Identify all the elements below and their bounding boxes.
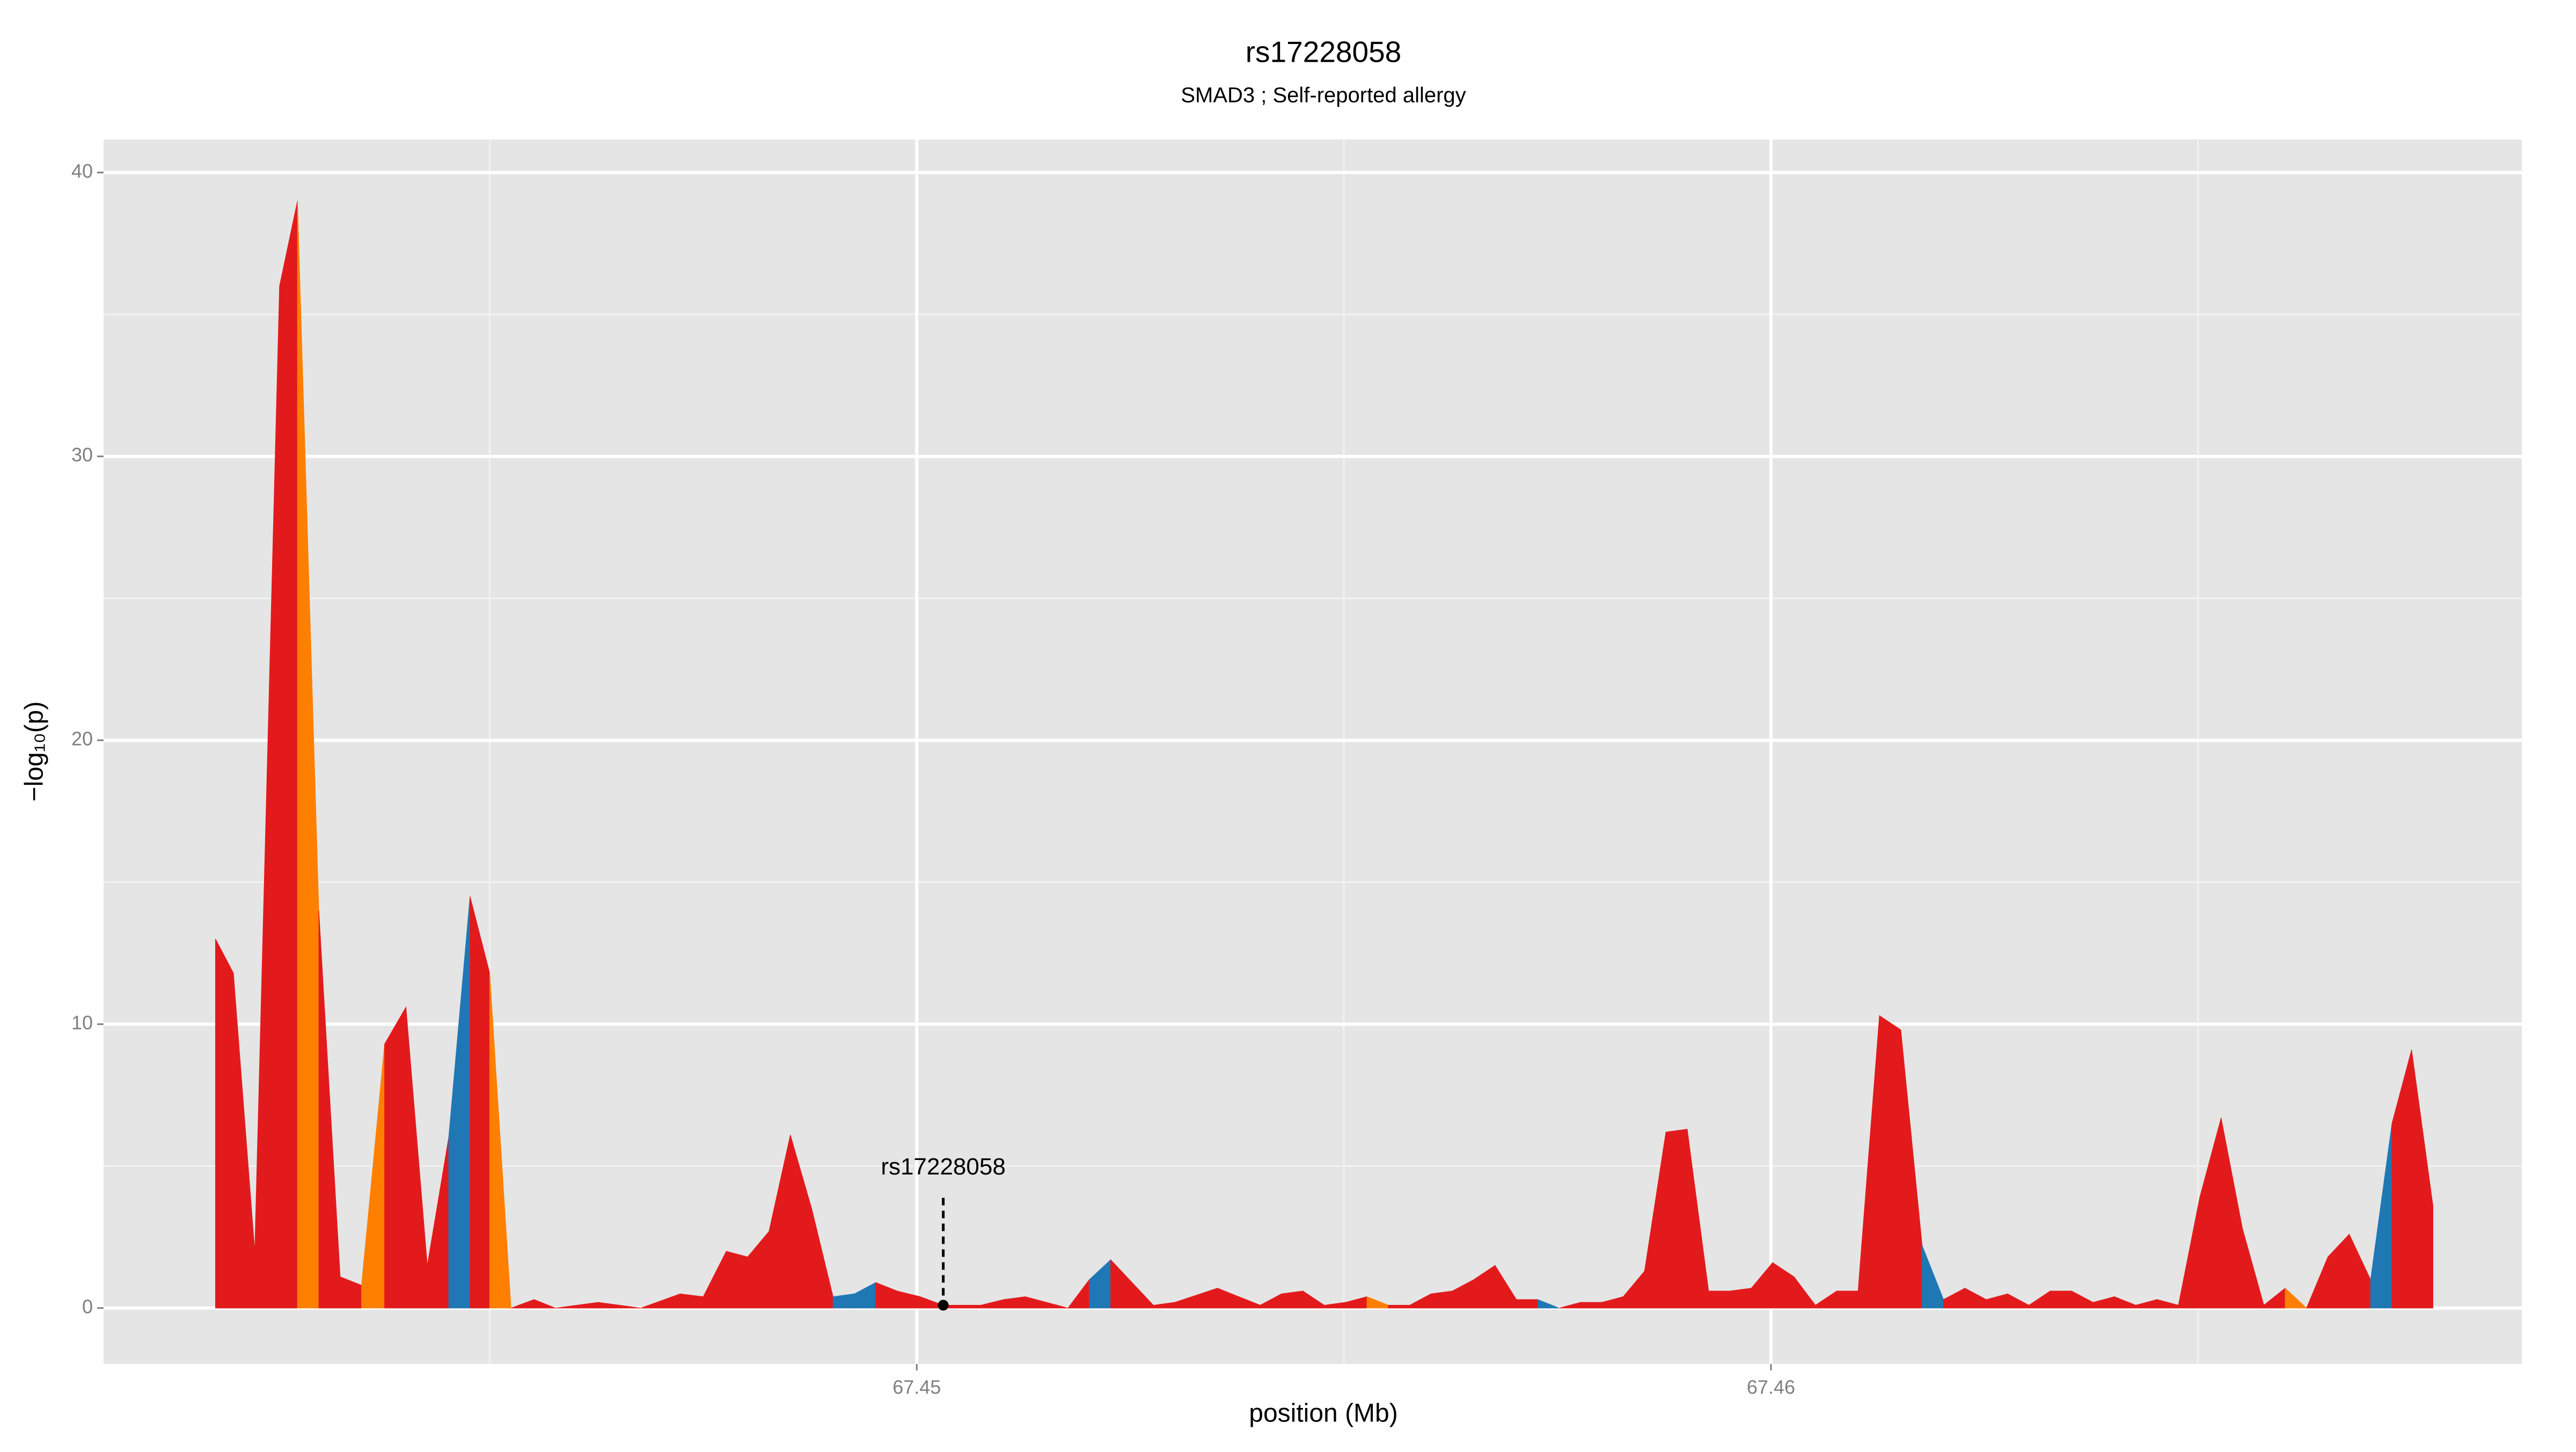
area-segment <box>1388 1305 1410 1309</box>
area-segment <box>2285 1287 2308 1309</box>
area-segment <box>279 201 298 1309</box>
area-segment <box>1665 1129 1688 1309</box>
y-tick-label: 0 <box>82 1295 93 1317</box>
chart-title: rs17228058 <box>1246 35 1402 69</box>
y-tick-label: 40 <box>71 160 93 182</box>
x-tick-label: 67.45 <box>892 1376 941 1398</box>
area-segment <box>2050 1290 2072 1309</box>
area-segment <box>489 973 511 1309</box>
plot-panel <box>104 140 2522 1364</box>
chart-subtitle: SMAD3 ; Self-reported allergy <box>1181 84 1466 107</box>
x-axis-title: position (Mb) <box>1249 1399 1397 1428</box>
area-segment <box>943 1305 982 1309</box>
area-segment <box>1836 1290 1858 1309</box>
area-segment <box>1516 1299 1538 1309</box>
area-segment <box>384 1006 406 1309</box>
y-tick-label: 30 <box>71 444 93 466</box>
area-segment <box>1580 1302 1602 1309</box>
area-segment <box>533 1299 556 1309</box>
y-tick-label: 10 <box>71 1011 93 1033</box>
area-segment <box>1430 1290 1453 1309</box>
area-segment <box>215 939 234 1309</box>
area-segment <box>1879 1015 1901 1309</box>
highlight-point <box>938 1300 949 1311</box>
x-tick-label: 67.46 <box>1747 1376 1795 1398</box>
y-tick-label: 20 <box>71 728 93 750</box>
area-segment <box>1730 1288 1752 1309</box>
area-segment <box>1281 1290 1304 1309</box>
area-segment <box>726 1251 748 1309</box>
area-segment <box>1537 1299 1560 1309</box>
y-axis-title: −log₁₀(p) <box>20 702 49 802</box>
highlight-label: rs17228058 <box>881 1154 1005 1180</box>
area-segment <box>598 1302 641 1309</box>
area-segment <box>2411 1049 2433 1309</box>
area-segment <box>1024 1296 1069 1309</box>
area-segment <box>1708 1290 1731 1309</box>
